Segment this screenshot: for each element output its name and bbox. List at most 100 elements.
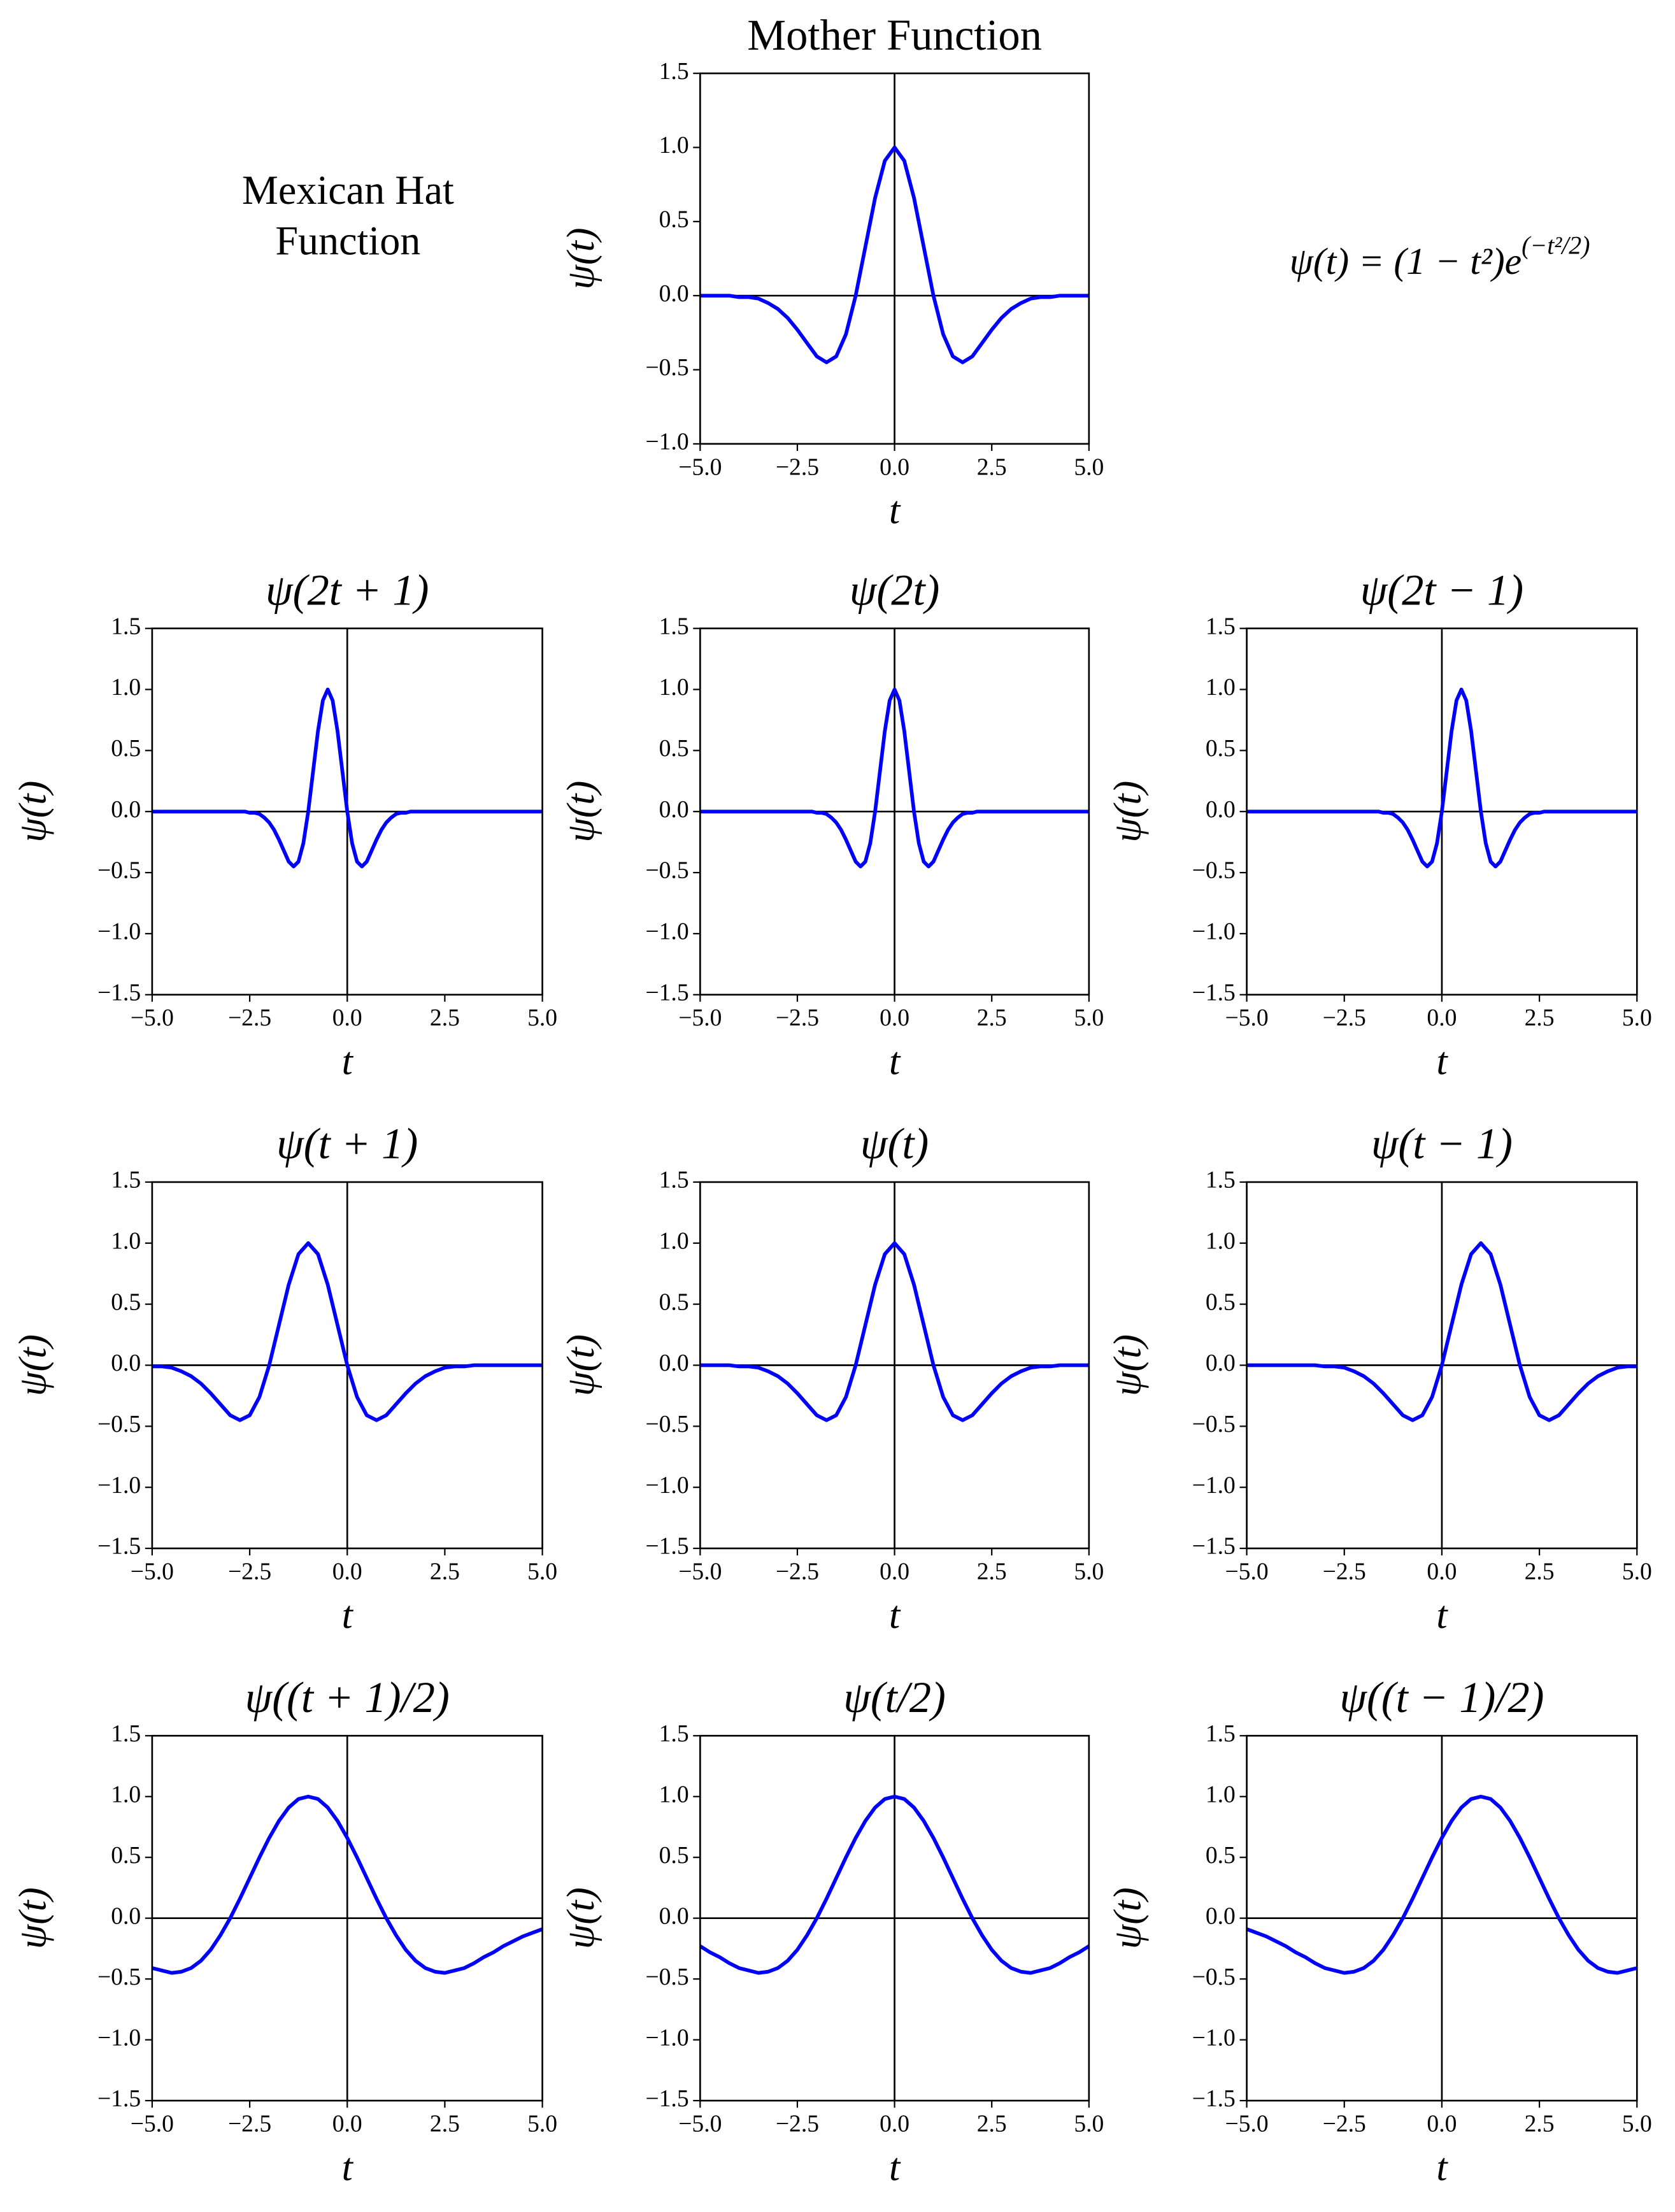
y-tick-label: 1.5 [659, 58, 689, 85]
y-tick-label: 0.0 [111, 1902, 141, 1929]
x-tick-label: 2.5 [977, 1004, 1007, 1031]
y-tick-label: −1.5 [1192, 979, 1236, 1006]
y-tick-label: 1.5 [659, 613, 689, 639]
y-tick-label: −0.5 [97, 1411, 141, 1438]
chart-title: ψ(t + 1) [276, 1120, 418, 1168]
y-tick-label: −1.5 [97, 979, 141, 1006]
x-tick-label: 0.0 [880, 2111, 909, 2137]
x-tick-label: −5.0 [131, 2111, 174, 2137]
y-tick-label: 1.5 [659, 1167, 689, 1194]
formula-exponent: (−t²/2) [1522, 232, 1590, 260]
y-tick-label: −1.5 [1192, 2085, 1236, 2112]
formula: ψ(t) = (1 − t²)e(−t²/2) [1290, 232, 1590, 282]
y-tick-label: 1.0 [111, 1781, 141, 1808]
annotation: Mexican Hat [242, 168, 454, 213]
curve [699, 1794, 1090, 1975]
x-tick-label: 0.0 [880, 1558, 909, 1585]
x-tick-label: −5.0 [678, 2111, 722, 2137]
y-tick-label: −1.5 [1192, 1533, 1236, 1560]
x-tick-label: 2.5 [977, 453, 1007, 480]
x-tick-label: 5.0 [1074, 2111, 1104, 2137]
y-tick-label: 0.0 [659, 796, 689, 823]
y-tick-label: −1.0 [97, 2024, 141, 2051]
y-tick-label: −1.5 [97, 1533, 141, 1560]
y-axis-label: ψ(t) [11, 781, 55, 843]
y-tick-label: 1.0 [111, 674, 141, 701]
y-tick-label: 0.0 [1206, 1902, 1236, 1929]
y-tick-label: 1.5 [1206, 1720, 1236, 1747]
x-tick-label: 5.0 [1622, 1558, 1652, 1585]
y-tick-label: −1.5 [645, 979, 688, 1006]
chart-title: ψ((t + 1)/2) [245, 1673, 450, 1722]
y-tick-label: 1.0 [659, 674, 689, 701]
x-axis-label: t [889, 1040, 901, 1083]
x-axis-label: t [1436, 1594, 1448, 1637]
x-tick-label: 2.5 [430, 2111, 460, 2137]
curve [700, 145, 1089, 364]
x-tick-label: 5.0 [527, 1004, 557, 1031]
curve [700, 687, 1089, 869]
annotation: Function [275, 218, 420, 264]
y-tick-label: 0.0 [1206, 1350, 1236, 1376]
y-tick-label: −1.0 [1192, 1472, 1236, 1499]
axes-frame [699, 1181, 1090, 1550]
x-axis-label: t [889, 489, 901, 532]
y-tick-label: −0.5 [97, 1964, 141, 1990]
x-tick-label: −5.0 [131, 1004, 174, 1031]
axes-frame [699, 1734, 1090, 2102]
y-tick-label: −1.5 [645, 2085, 688, 2112]
curve [1246, 1241, 1637, 1422]
chart-title: ψ((t − 1)/2) [1339, 1673, 1544, 1722]
x-tick-label: −2.5 [1323, 1558, 1366, 1585]
y-tick-label: 0.5 [659, 735, 689, 762]
y-tick-label: 0.0 [111, 796, 141, 823]
x-tick-label: 2.5 [1525, 2111, 1555, 2137]
curve [152, 1241, 543, 1422]
x-tick-label: 0.0 [1427, 1558, 1457, 1585]
x-tick-label: 5.0 [1074, 1004, 1104, 1031]
curve [152, 687, 543, 869]
x-tick-label: −5.0 [678, 1558, 722, 1585]
x-tick-label: 2.5 [430, 1558, 460, 1585]
y-tick-label: −1.5 [645, 1533, 688, 1560]
axes-frame [699, 627, 1090, 996]
x-tick-label: 0.0 [332, 1558, 362, 1585]
x-tick-label: −5.0 [1225, 2111, 1268, 2137]
y-tick-label: 0.5 [1206, 1288, 1236, 1315]
x-tick-label: −2.5 [1323, 1004, 1366, 1031]
y-tick-label: 1.0 [659, 1781, 689, 1808]
x-tick-label: −2.5 [776, 2111, 819, 2137]
y-tick-label: 1.5 [111, 1167, 141, 1194]
formula-base: ψ(t) = (1 − t²)e [1290, 240, 1522, 282]
x-tick-label: −5.0 [131, 1558, 174, 1585]
curve [700, 1241, 1089, 1422]
y-tick-label: −1.0 [645, 429, 688, 455]
y-tick-label: 0.5 [1206, 735, 1236, 762]
y-tick-label: −0.5 [1192, 857, 1236, 884]
x-tick-label: 5.0 [1622, 1004, 1652, 1031]
y-tick-label: 1.5 [111, 1720, 141, 1747]
x-tick-label: 0.0 [332, 2111, 362, 2137]
y-tick-label: 1.0 [659, 1227, 689, 1254]
y-axis-label: ψ(t) [11, 1887, 55, 1949]
y-tick-label: −0.5 [645, 1964, 688, 1990]
y-tick-label: −1.0 [97, 1472, 141, 1499]
y-tick-label: 1.5 [1206, 1167, 1236, 1194]
y-tick-label: −0.5 [1192, 1964, 1236, 1990]
chart-title: ψ(2t) [850, 566, 940, 614]
axes-frame [151, 1181, 543, 1550]
curve [1246, 1794, 1637, 1975]
chart-title: Mother Function [747, 11, 1042, 59]
y-tick-label: 1.0 [659, 132, 689, 159]
y-tick-label: 1.5 [111, 613, 141, 639]
axes-frame [1246, 627, 1638, 996]
chart-title: ψ(t − 1) [1371, 1120, 1513, 1168]
x-tick-label: −5.0 [1225, 1558, 1268, 1585]
x-tick-label: −2.5 [776, 453, 819, 480]
y-tick-label: 1.0 [1206, 674, 1236, 701]
y-tick-label: 0.5 [111, 1842, 141, 1869]
x-tick-label: 5.0 [1074, 1558, 1104, 1585]
x-tick-label: −2.5 [228, 1558, 271, 1585]
y-tick-label: 0.5 [111, 1288, 141, 1315]
